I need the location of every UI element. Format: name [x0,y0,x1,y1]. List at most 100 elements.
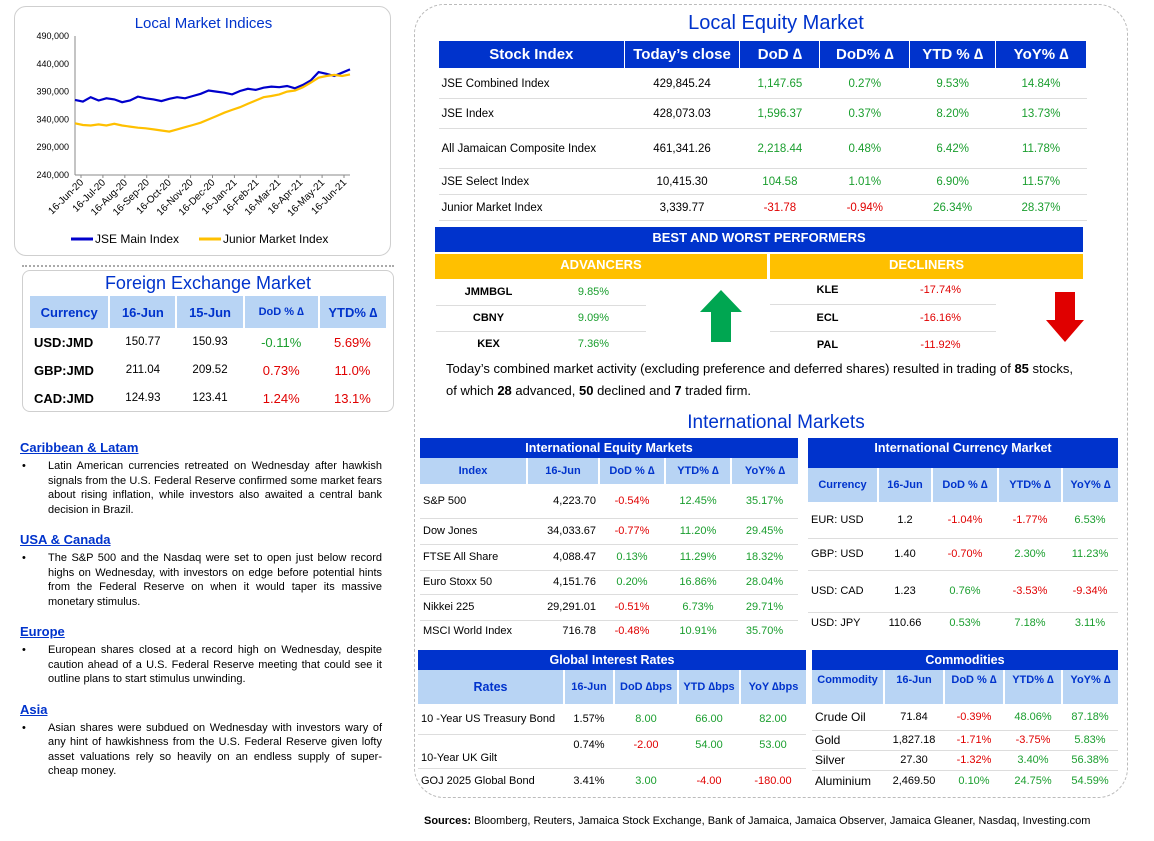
eq-name: JSE Combined Index [438,68,625,99]
fx-dod: 1.24% [262,390,300,406]
ie-ytd: 11.29% [665,544,731,571]
eq-name: All Jamaican Composite Index [438,128,625,169]
series-line-jse-main [74,68,351,104]
comm-val: 2,469.50 [892,775,936,788]
comm-col: YoY% ∆ [1061,670,1118,704]
decliners-table: KLE -17.74% ECL -16.16% PAL -11.92% [770,277,996,358]
eq-col-close: Today’s close [623,40,741,69]
comm-name: Crude Oil [812,704,884,731]
fx-ytd: 11.0% [334,362,371,378]
y-tick-label: 490,000 [36,31,69,41]
intl-title: International Markets [687,412,865,433]
comm-ytd: 3.40% [1004,750,1062,771]
commodities-title: Commodities [925,653,1005,667]
decliner-pct: -17.74% [885,277,996,305]
ie-yoy: 18.32% [731,544,798,571]
commodity-row: Aluminium 2,469.50 0.10% 24.75% 54.59% [812,770,1118,792]
comm-dod: -0.39% [944,704,1004,731]
ic-ytd: -1.77% [998,502,1062,539]
advancer-pct: 7.36% [577,338,610,351]
intl-equity-title-row: International Equity Markets [420,438,798,458]
advancers-label: ADVANCERS [435,254,767,279]
ic-yoy: 6.53% [1062,502,1118,539]
fx-row: GBP:JMD 211.04 209.52 0.73% 11.0% [30,356,386,384]
advancer-symbol: KEX [477,338,500,351]
ie-name: FTSE All Share [420,544,527,571]
commodity-row: Gold 1,827.18 -1.71% -3.75% 5.83% [812,730,1118,751]
commodities-table: Commodities Commodity 16-Jun DoD % ∆ YTD… [812,650,1118,792]
ie-name: Nikkei 225 [420,594,527,621]
rates-row: 10 -Year US Treasury Bond 1.57% 8.00 66.00 8… [418,704,806,735]
up-arrow-icon [700,290,742,342]
eq-dod: 1,596.37 [739,98,820,129]
eq-ytd: 26.34% [909,194,996,221]
comm-val: 71.84 [884,704,944,731]
eq-yoy: 11.57% [995,168,1087,195]
ic-name: USD: CAD [808,570,878,613]
fx-ytd: 5.69% [333,334,371,350]
equity-row: JSE Combined Index 429,845.24 1,147.65 0… [438,68,1087,99]
fx-value: 209.52 [192,364,228,376]
intl-equity-table: International Equity Markets Index 16-Ju… [420,438,798,642]
fx-value: 123.41 [192,392,228,404]
rates-row: GOJ 2025 Global Bond 3.41% 3.00 -4.00 -180.0… [418,768,806,794]
intl-currency-row: USD: CAD 1.23 0.76% -3.53% -9.34% [808,570,1118,613]
eq-ytd: 6.42% [909,128,996,169]
eq-dodpct: 0.27% [819,68,910,99]
advancer-row: JMMBGL 9.85% [436,279,646,306]
fx-frame [22,270,394,412]
fx-dod: -0.11% [261,334,302,350]
ie-yoy: 29.71% [731,594,798,621]
rate-val: 3.41% [573,775,605,788]
ic-col: Currency [818,479,867,491]
series-line-junior [74,73,351,133]
equity-title: Local Equity Market [688,12,864,34]
fx-currency: USD:JMD [34,334,94,350]
comm-val: 1,827.18 [884,730,944,751]
comm-col: DoD % ∆ [943,670,1004,704]
y-tick-label: 240,000 [36,170,69,180]
sources-label: Sources: [424,815,472,827]
ie-val: 4,088.47 [527,544,599,571]
rate-yoy: -180.00 [754,775,792,788]
rates-col: DoD ∆bps [613,670,678,704]
fx-col-16jun: 16-Jun [108,296,177,328]
ie-dod: -0.48% [614,625,650,638]
advancer-row: CBNY 9.09% [436,305,646,332]
ic-ytd: 2.30% [998,538,1062,571]
ic-val: 1.2 [878,502,932,539]
news-heading: Caribbean & Latam [20,440,139,455]
rates-col: Rates [473,680,508,694]
intl-currency-title-row: International Currency Market [808,438,1118,468]
ie-val: 4,223.70 [527,484,599,519]
intl-equity-header-row: Index 16-Jun DoD % ∆ YTD% ∆ YoY% ∆ [420,458,798,484]
right-panel [414,4,1128,798]
decliners-label: DECLINERS [770,254,1083,279]
eq-dod: -31.78 [739,194,820,221]
comm-yoy: 56.38% [1062,750,1118,771]
ie-col: Index [458,465,488,477]
comm-yoy: 5.83% [1062,730,1118,751]
ie-ytd: 6.73% [665,594,731,621]
activity-mid3: declined and [593,383,675,398]
comm-name: Silver [812,750,884,771]
intl-equity-row: Nikkei 225 29,291.01 -0.51% 6.73% 29.71% [420,594,798,621]
ic-col: 16-Jun [877,468,932,502]
activity-mid2: advanced, [511,383,579,398]
eq-close: 10,415.30 [624,168,740,195]
eq-dodpct: 0.37% [819,98,910,129]
fx-ytd: 13.1% [333,390,371,406]
comm-col: YTD% ∆ [1003,670,1062,704]
fx-col-currency: Currency [30,296,110,328]
eq-close: 428,073.03 [624,98,740,129]
activity-declined: 50 [579,383,594,398]
comm-yoy: 87.18% [1062,704,1118,731]
ie-ytd: 16.86% [665,570,731,595]
comm-col: 16-Jun [883,670,944,704]
chart-plot: 490,000 440,000 390,000 340,000 290,000 240,0… [36,31,351,246]
ic-name: USD: JPY [811,617,861,630]
eq-col-ytd: YTD % ∆ [909,40,997,69]
eq-name: JSE Select Index [438,168,625,195]
rate-dod: 3.00 [635,775,657,788]
decliner-pct: -11.92% [920,338,961,351]
